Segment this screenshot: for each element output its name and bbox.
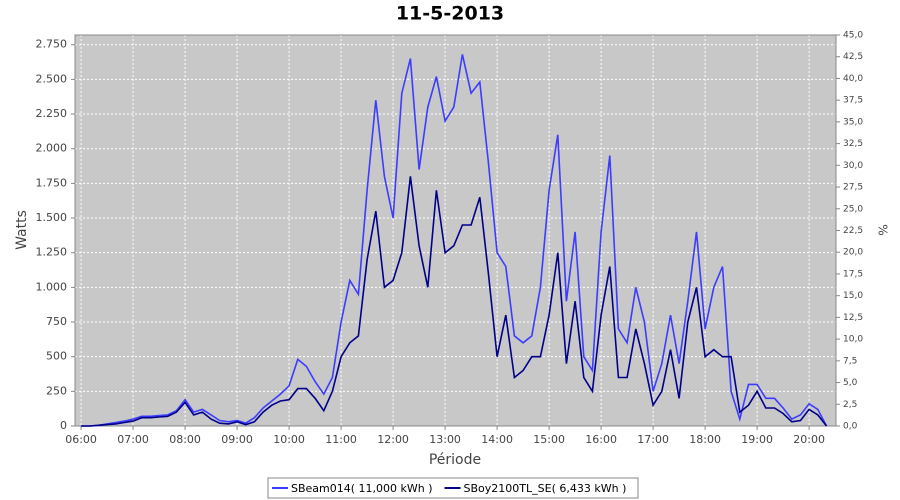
series-line [81, 176, 828, 427]
x-tick-label: 14:00 [481, 433, 513, 446]
y2-tick-label: 7,5 [843, 356, 857, 366]
y-tick-label: 2.000 [36, 142, 68, 155]
y2-tick-label: 32,5 [843, 139, 863, 149]
y2-tick-label: 10,0 [843, 335, 863, 345]
y2-tick-label: 45,0 [843, 31, 863, 41]
x-tick-label: 17:00 [637, 433, 669, 446]
y-tick-label: 2.500 [36, 72, 68, 85]
y-tick-label: 500 [46, 350, 67, 363]
y2-tick-label: 15,0 [843, 291, 863, 301]
y-tick-label: 1.250 [36, 246, 68, 259]
y-tick-label: 1.750 [36, 176, 68, 189]
x-tick-label: 09:00 [221, 433, 253, 446]
x-tick-label: 10:00 [273, 433, 305, 446]
y-tick-label: 2.750 [36, 38, 68, 51]
y2-tick-label: 22,5 [843, 226, 863, 236]
series-line [81, 54, 828, 427]
x-tick-label: 20:00 [793, 433, 825, 446]
y-tick-label: 2.250 [36, 107, 68, 120]
x-tick-label: 12:00 [377, 433, 409, 446]
x-tick-label: 18:00 [689, 433, 721, 446]
y-tick-label: 0 [60, 419, 67, 432]
y2-tick-label: 12,5 [843, 313, 863, 323]
x-tick-label: 16:00 [585, 433, 617, 446]
y-axis-label: Watts [14, 210, 30, 250]
y-tick-label: 1.500 [36, 211, 68, 224]
x-axis-label: Période [429, 452, 481, 468]
x-tick-label: 13:00 [429, 433, 461, 446]
x-tick-label: 15:00 [533, 433, 565, 446]
plot-border [74, 34, 837, 427]
y2-tick-label: 25,0 [843, 204, 863, 214]
y2-tick-label: 35,0 [843, 117, 863, 127]
y2-tick-label: 30,0 [843, 161, 863, 171]
legend-label: SBoy2100TL_SE( 6,433 kWh ) [464, 482, 627, 495]
y2-tick-label: 37,5 [843, 96, 863, 106]
y2-tick-label: 2,5 [843, 400, 857, 410]
y-tick-label: 250 [46, 384, 67, 397]
legend-label: SBeam014( 11,000 kWh ) [291, 482, 433, 495]
x-tick-label: 11:00 [325, 433, 357, 446]
y2-tick-label: 17,5 [843, 269, 863, 279]
y2-tick-label: 27,5 [843, 183, 863, 193]
chart-title: 11-5-2013 [396, 3, 504, 25]
y-tick-label: 1.000 [36, 280, 68, 293]
x-tick-label: 08:00 [169, 433, 201, 446]
x-tick-label: 07:00 [117, 433, 149, 446]
y2-tick-label: 0,0 [843, 422, 858, 432]
y2-tick-label: 5,0 [843, 378, 858, 388]
x-tick-label: 19:00 [741, 433, 773, 446]
y2-axis-label: % [876, 224, 890, 235]
x-tick-label: 06:00 [65, 433, 97, 446]
y-tick-label: 750 [46, 315, 67, 328]
y2-tick-label: 20,0 [843, 248, 863, 258]
y2-tick-label: 40,0 [843, 74, 863, 84]
y2-tick-label: 42,5 [843, 52, 863, 62]
